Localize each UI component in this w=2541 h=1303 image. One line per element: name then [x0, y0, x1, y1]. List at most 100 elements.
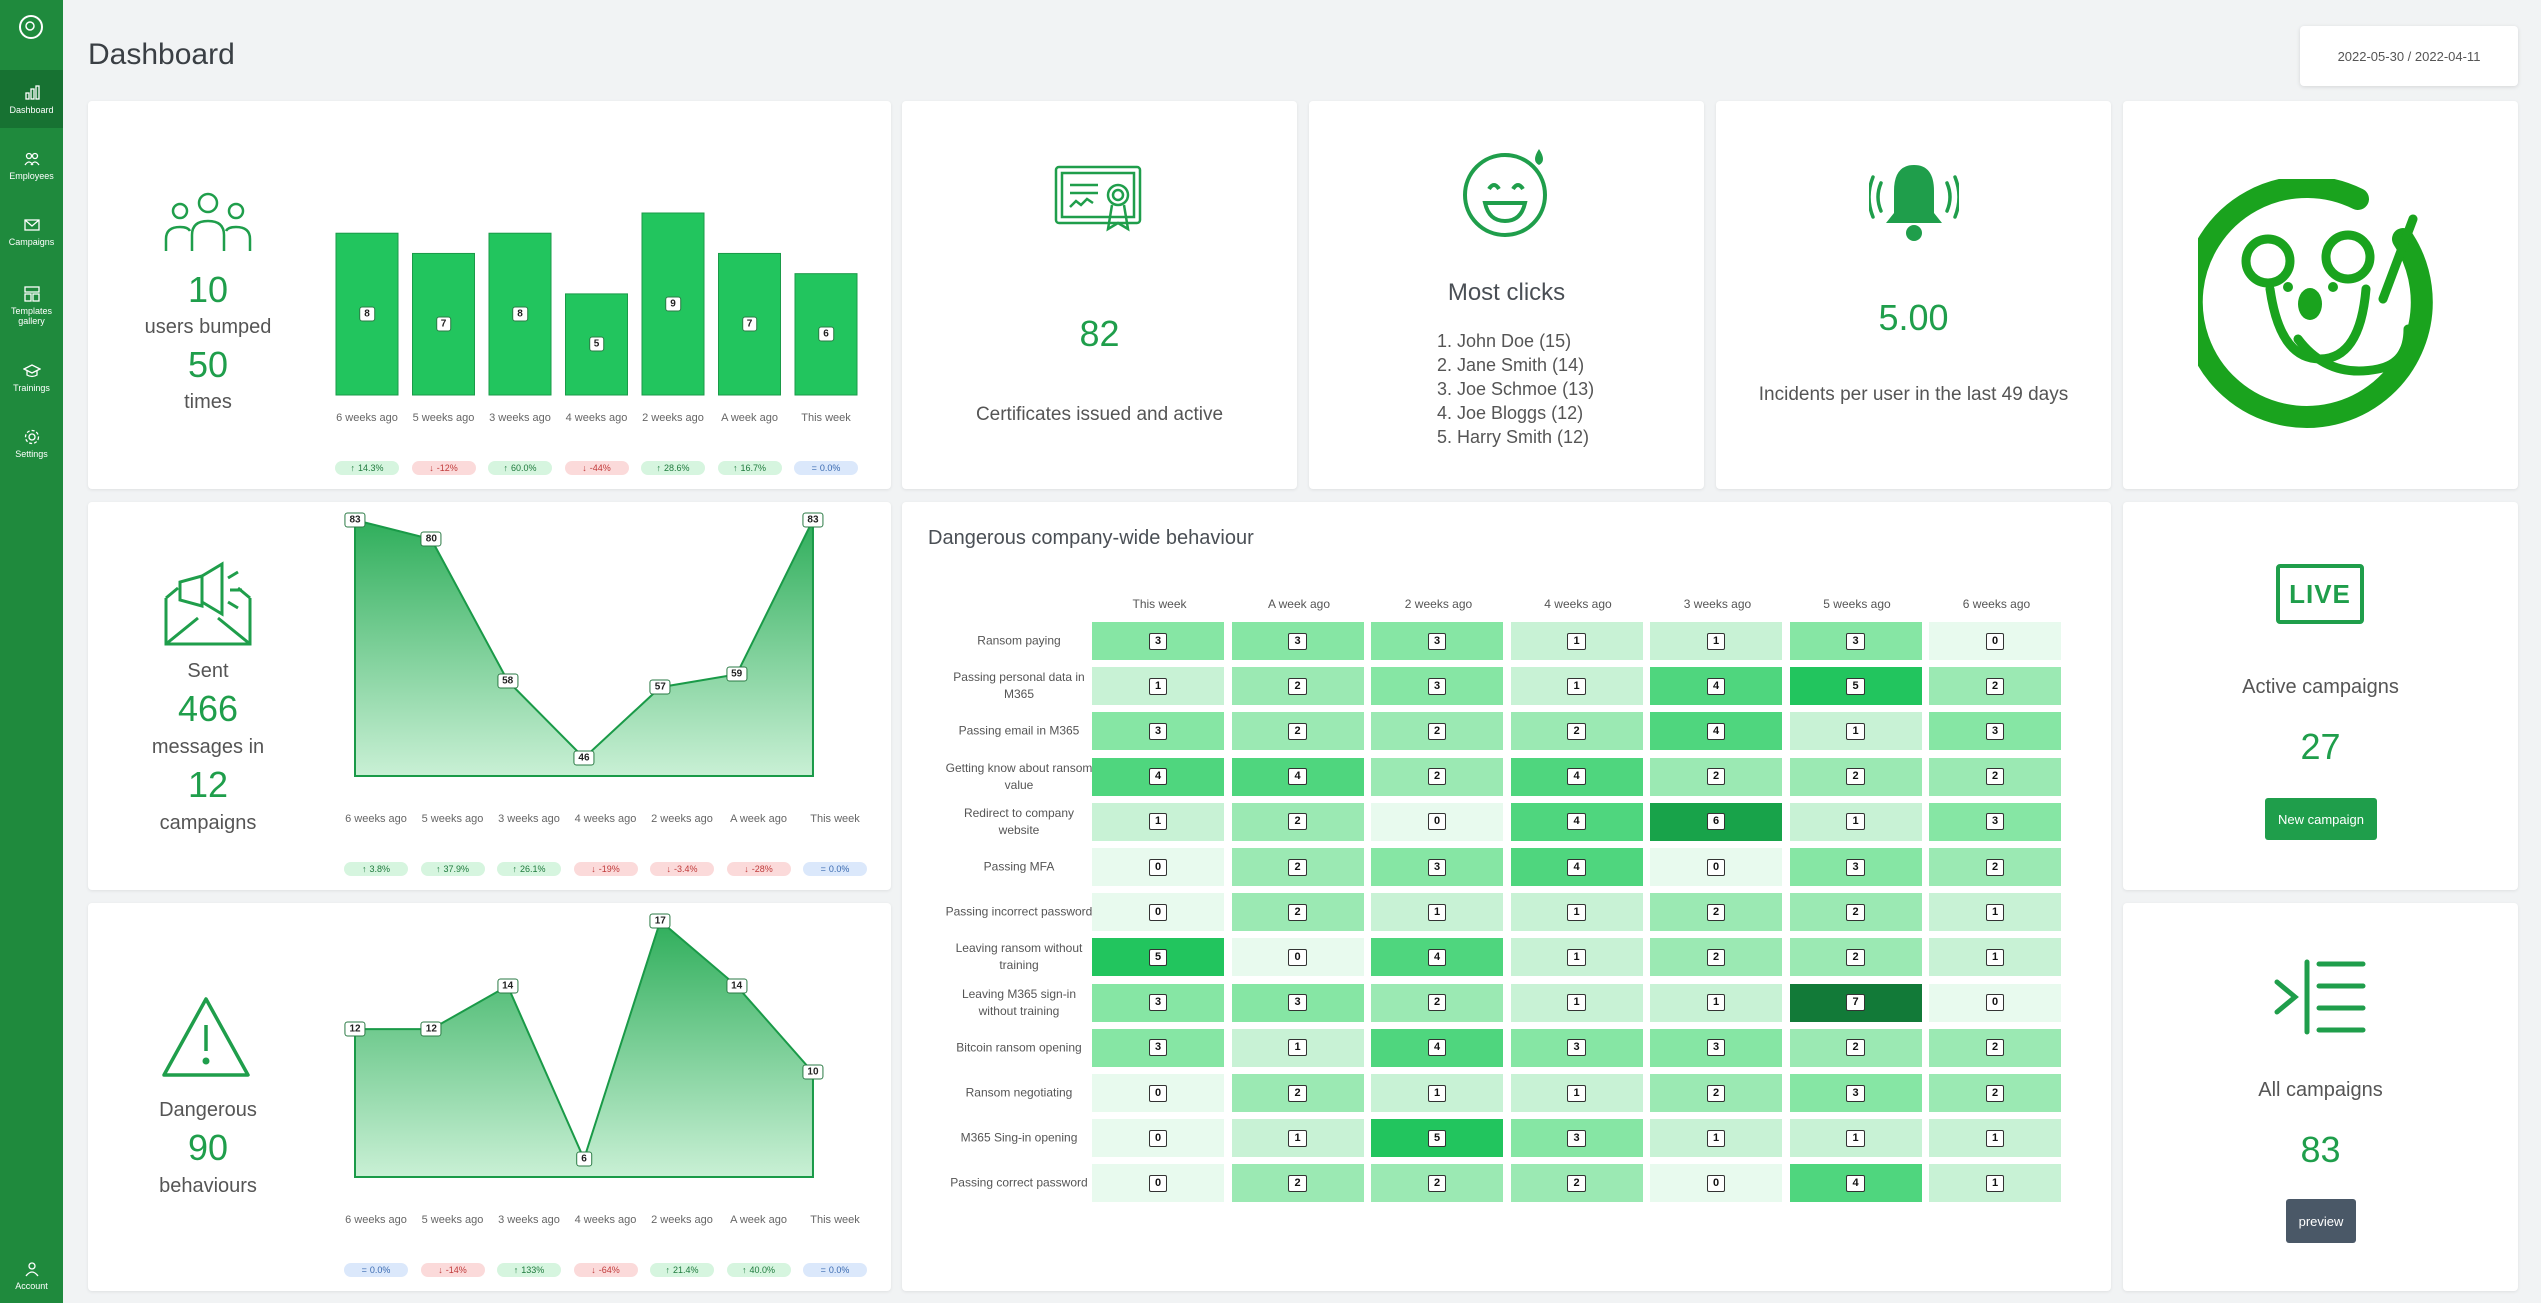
- sidebar-item-settings[interactable]: Settings: [0, 414, 63, 472]
- preview-button[interactable]: preview: [2286, 1199, 2356, 1243]
- heatmap-cell[interactable]: 1: [1929, 1119, 2061, 1158]
- heatmap-cell[interactable]: 3: [1371, 622, 1503, 660]
- heatmap-cell[interactable]: 1: [1092, 667, 1224, 706]
- heatmap-cell[interactable]: 0: [1231, 938, 1364, 977]
- heatmap-cell[interactable]: 4: [1650, 712, 1782, 751]
- heatmap-cell[interactable]: 1: [1510, 667, 1643, 706]
- heatmap-cell[interactable]: 3: [1510, 1119, 1643, 1158]
- heatmap-cell[interactable]: 0: [1092, 848, 1224, 886]
- new-campaign-button[interactable]: New campaign: [2265, 798, 2377, 840]
- heatmap-cell[interactable]: 0: [1092, 893, 1224, 932]
- heatmap-cell[interactable]: 3: [1371, 848, 1503, 886]
- heatmap-cell[interactable]: 3: [1092, 712, 1224, 751]
- heatmap-cell[interactable]: 5: [1371, 1119, 1503, 1158]
- heatmap-cell[interactable]: 0: [1650, 1164, 1782, 1203]
- heatmap-cell[interactable]: 4: [1231, 757, 1364, 796]
- heatmap-cell[interactable]: 1: [1371, 1074, 1503, 1112]
- heatmap-cell[interactable]: 2: [1371, 712, 1503, 751]
- heatmap-cell[interactable]: 4: [1371, 1028, 1503, 1067]
- heatmap-cell[interactable]: 0: [1092, 1074, 1224, 1112]
- heatmap-cell[interactable]: 4: [1371, 938, 1503, 977]
- bar[interactable]: [488, 232, 552, 396]
- heatmap-cell[interactable]: 2: [1650, 1074, 1782, 1112]
- heatmap-cell[interactable]: 2: [1371, 983, 1503, 1022]
- heatmap-cell[interactable]: 4: [1510, 757, 1643, 796]
- heatmap-cell[interactable]: 1: [1929, 893, 2061, 932]
- heatmap-cell[interactable]: 0: [1650, 848, 1782, 886]
- sidebar-item-templates-gallery[interactable]: Templates gallery: [0, 270, 63, 340]
- heatmap-cell[interactable]: 2: [1231, 667, 1364, 706]
- heatmap-cell[interactable]: 0: [1092, 1119, 1224, 1158]
- heatmap-cell[interactable]: 2: [1929, 1074, 2061, 1112]
- heatmap-cell[interactable]: 1: [1789, 802, 1922, 841]
- heatmap-cell[interactable]: 1: [1789, 1119, 1922, 1158]
- heatmap-cell[interactable]: 3: [1510, 1028, 1643, 1067]
- heatmap-cell[interactable]: 2: [1231, 712, 1364, 751]
- heatmap-cell[interactable]: 3: [1231, 622, 1364, 660]
- heatmap-cell[interactable]: 1: [1510, 1074, 1643, 1112]
- heatmap-cell[interactable]: 2: [1789, 757, 1922, 796]
- heatmap-cell[interactable]: 2: [1789, 1028, 1922, 1067]
- heatmap-cell[interactable]: 0: [1371, 802, 1503, 841]
- heatmap-cell[interactable]: 2: [1929, 667, 2061, 706]
- heatmap-cell[interactable]: 2: [1650, 938, 1782, 977]
- date-range-picker[interactable]: 2022-05-30 / 2022-04-11: [2300, 26, 2518, 86]
- sidebar-item-campaigns[interactable]: Campaigns: [0, 202, 63, 260]
- heatmap-cell[interactable]: 1: [1231, 1028, 1364, 1067]
- heatmap-cell[interactable]: 3: [1371, 667, 1503, 706]
- heatmap-cell[interactable]: 3: [1789, 848, 1922, 886]
- heatmap-cell[interactable]: 1: [1510, 983, 1643, 1022]
- heatmap-cell[interactable]: 7: [1789, 983, 1922, 1022]
- heatmap-cell[interactable]: 1: [1510, 893, 1643, 932]
- heatmap-cell[interactable]: 3: [1650, 1028, 1782, 1067]
- heatmap-cell[interactable]: 0: [1929, 622, 2061, 660]
- heatmap-cell[interactable]: 2: [1231, 1164, 1364, 1203]
- heatmap-cell[interactable]: 3: [1789, 1074, 1922, 1112]
- heatmap-cell[interactable]: 1: [1231, 1119, 1364, 1158]
- heatmap-cell[interactable]: 1: [1929, 938, 2061, 977]
- heatmap-cell[interactable]: 2: [1371, 757, 1503, 796]
- heatmap-cell[interactable]: 1: [1789, 712, 1922, 751]
- heatmap-cell[interactable]: 2: [1371, 1164, 1503, 1203]
- heatmap-cell[interactable]: 2: [1789, 893, 1922, 932]
- heatmap-cell[interactable]: 4: [1092, 757, 1224, 796]
- heatmap-cell[interactable]: 1: [1650, 622, 1782, 660]
- heatmap-cell[interactable]: 6: [1650, 802, 1782, 841]
- heatmap-cell[interactable]: 4: [1650, 667, 1782, 706]
- heatmap-cell[interactable]: 2: [1231, 848, 1364, 886]
- heatmap-cell[interactable]: 2: [1929, 757, 2061, 796]
- heatmap-cell[interactable]: 1: [1371, 893, 1503, 932]
- sidebar-item-trainings[interactable]: Trainings: [0, 348, 63, 406]
- heatmap-cell[interactable]: 4: [1510, 848, 1643, 886]
- sidebar-item-account[interactable]: Account: [0, 1250, 63, 1300]
- heatmap-cell[interactable]: 1: [1650, 983, 1782, 1022]
- heatmap-cell[interactable]: 3: [1092, 983, 1224, 1022]
- heatmap-cell[interactable]: 2: [1650, 757, 1782, 796]
- heatmap-cell[interactable]: 2: [1789, 938, 1922, 977]
- heatmap-cell[interactable]: 3: [1929, 802, 2061, 841]
- heatmap-cell[interactable]: 4: [1510, 802, 1643, 841]
- heatmap-cell[interactable]: 2: [1650, 893, 1782, 932]
- heatmap-cell[interactable]: 1: [1510, 622, 1643, 660]
- heatmap-cell[interactable]: 1: [1510, 938, 1643, 977]
- heatmap-cell[interactable]: 2: [1231, 802, 1364, 841]
- heatmap-cell[interactable]: 1: [1929, 1164, 2061, 1203]
- heatmap-cell[interactable]: 3: [1092, 622, 1224, 660]
- app-logo-icon[interactable]: [16, 12, 46, 42]
- heatmap-cell[interactable]: 2: [1231, 893, 1364, 932]
- heatmap-cell[interactable]: 3: [1789, 622, 1922, 660]
- heatmap-cell[interactable]: 0: [1929, 983, 2061, 1022]
- heatmap-cell[interactable]: 1: [1650, 1119, 1782, 1158]
- heatmap-cell[interactable]: 5: [1092, 938, 1224, 977]
- heatmap-cell[interactable]: 3: [1929, 712, 2061, 751]
- heatmap-cell[interactable]: 2: [1929, 1028, 2061, 1067]
- heatmap-cell[interactable]: 5: [1789, 667, 1922, 706]
- heatmap-cell[interactable]: 2: [1510, 712, 1643, 751]
- heatmap-cell[interactable]: 2: [1510, 1164, 1643, 1203]
- heatmap-cell[interactable]: 3: [1231, 983, 1364, 1022]
- heatmap-cell[interactable]: 3: [1092, 1028, 1224, 1067]
- heatmap-cell[interactable]: 1: [1092, 802, 1224, 841]
- heatmap-cell[interactable]: 2: [1231, 1074, 1364, 1112]
- sidebar-item-dashboard[interactable]: Dashboard: [0, 70, 63, 128]
- sidebar-item-employees[interactable]: Employees: [0, 136, 63, 194]
